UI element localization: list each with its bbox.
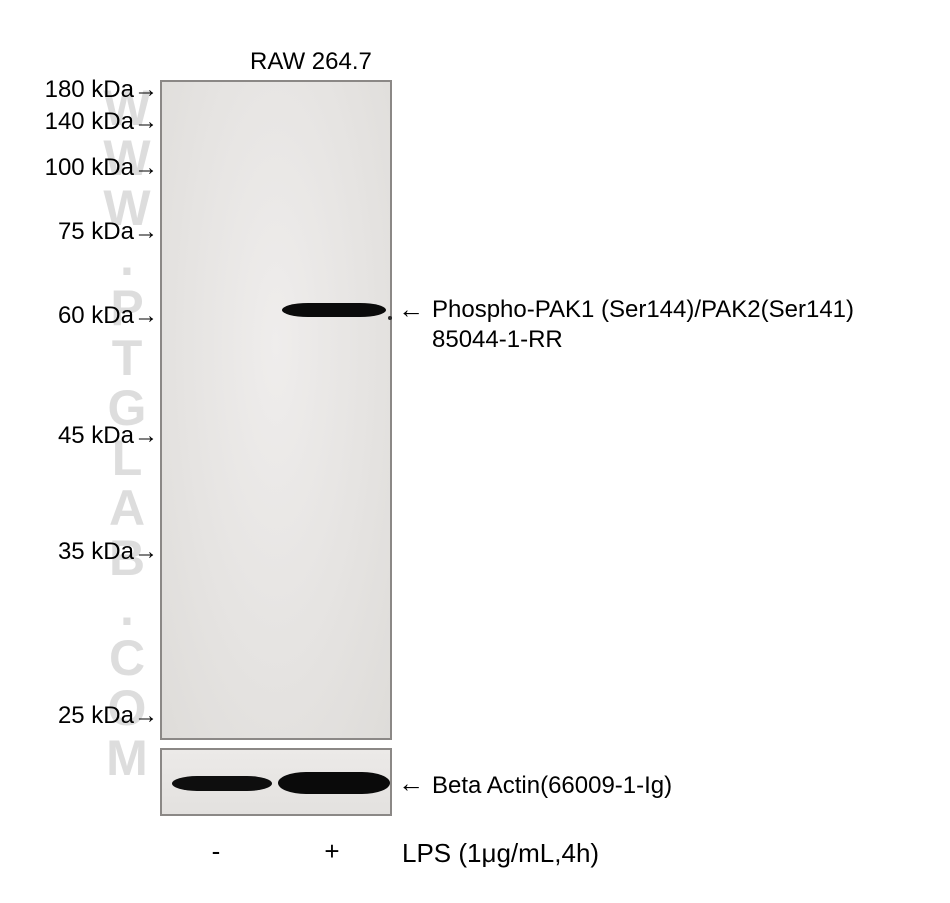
blot-speck [388, 316, 392, 320]
label-actin: Beta Actin(66009-1-Ig) [432, 772, 672, 800]
mw-value: 75 [58, 218, 85, 245]
mw-100: 100 kDa→ [45, 154, 158, 182]
sample-label: RAW 264.7 [250, 48, 372, 76]
western-blot-figure: WWW.PTGLAB.COM RAW 264.7 180 kDa→ 140 kD… [0, 0, 950, 903]
mw-value: 60 [58, 302, 85, 329]
mw-140: 140 kDa→ [45, 108, 158, 136]
mw-unit: kDa→ [85, 302, 158, 329]
mw-value: 100 [45, 154, 85, 181]
phospho-band-plus [282, 303, 386, 317]
mw-unit: kDa→ [85, 108, 158, 135]
mw-value: 140 [45, 108, 85, 135]
arrow-phospho: ← [398, 296, 424, 322]
mw-45: 45 kDa→ [58, 422, 158, 450]
blot-main-bg [162, 82, 390, 738]
treatment-plus: + [322, 836, 342, 867]
actin-band-plus [278, 772, 390, 794]
mw-unit: kDa→ [85, 218, 158, 245]
mw-unit: kDa→ [85, 154, 158, 181]
mw-value: 25 [58, 702, 85, 729]
label-phospho-line1: Phospho-PAK1 (Ser144)/PAK2(Ser141) [432, 296, 854, 324]
mw-unit: kDa→ [85, 422, 158, 449]
mw-60: 60 kDa→ [58, 302, 158, 330]
mw-value: 35 [58, 538, 85, 565]
treatment-desc: LPS (1μg/mL,4h) [402, 838, 599, 869]
mw-value: 180 [45, 76, 85, 103]
mw-unit: kDa→ [85, 538, 158, 565]
arrow-actin: ← [398, 770, 424, 796]
blot-main [160, 80, 392, 740]
mw-value: 45 [58, 422, 85, 449]
mw-25: 25 kDa→ [58, 702, 158, 730]
mw-35: 35 kDa→ [58, 538, 158, 566]
treatment-minus: - [206, 836, 226, 867]
mw-unit: kDa→ [85, 76, 158, 103]
actin-band-minus [172, 776, 272, 791]
mw-75: 75 kDa→ [58, 218, 158, 246]
mw-unit: kDa→ [85, 702, 158, 729]
mw-180: 180 kDa→ [45, 76, 158, 104]
label-phospho-line2: 85044-1-RR [432, 326, 563, 354]
